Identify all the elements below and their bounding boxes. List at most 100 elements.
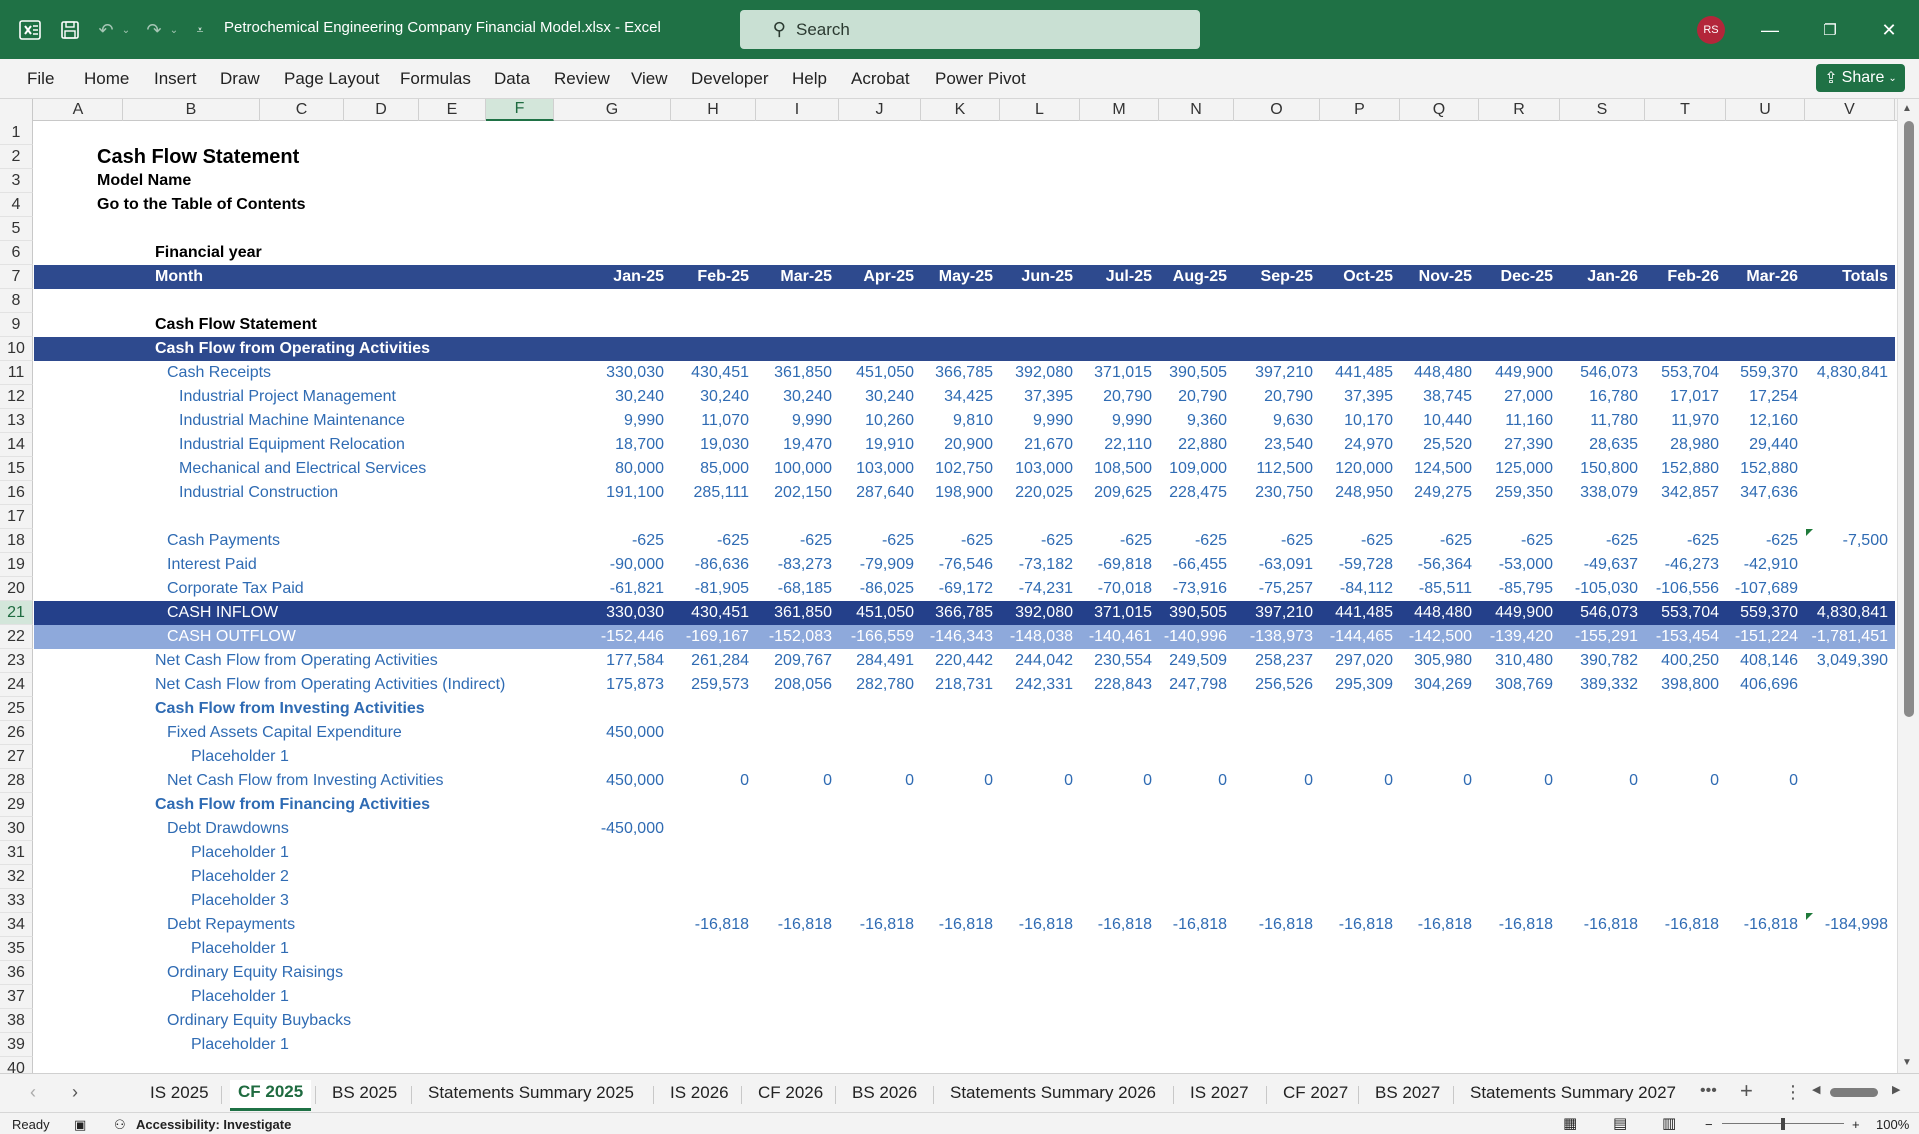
cell-value[interactable]: 20,790 [1264,388,1313,405]
cell-value[interactable]: 400,250 [1661,652,1719,669]
cell-value[interactable]: -16,818 [1417,916,1472,933]
cell-value[interactable]: 451,050 [856,604,914,621]
cell-value[interactable]: 330,030 [606,364,664,381]
cell-value[interactable]: -16,818 [777,916,832,933]
cell-value[interactable]: 198,900 [935,484,993,501]
row-header[interactable]: 20 [0,577,33,601]
cell-value[interactable]: -625 [1194,532,1227,549]
cell-value[interactable]: 20,790 [1103,388,1152,405]
error-indicator-icon[interactable] [1806,529,1813,536]
cell-value[interactable]: -107,689 [1734,580,1798,597]
row-header[interactable]: 13 [0,409,33,433]
cell-value[interactable]: -625 [1686,532,1719,549]
cell-value[interactable]: 10,260 [865,412,914,429]
sheet-tab[interactable]: Statements Summary 2026 [950,1083,1156,1102]
column-header-u[interactable]: U [1726,99,1805,121]
zoom-out-icon[interactable]: − [1705,1117,1713,1132]
cell-value[interactable]: Jul-25 [1105,268,1152,285]
row-label[interactable]: Debt Repayments [167,916,296,933]
row-header[interactable]: 36 [0,961,33,985]
cell-value[interactable]: 366,785 [935,604,993,621]
cell-value[interactable]: 16,780 [1589,388,1638,405]
row-label[interactable]: Corporate Tax Paid [167,580,304,597]
cell-value[interactable]: -16,818 [694,916,749,933]
cell-value[interactable]: 282,780 [856,676,914,693]
cell-value[interactable]: Feb-26 [1667,268,1719,285]
cell-value[interactable]: 22,110 [1104,436,1152,453]
cell-value[interactable]: Jan-25 [613,268,664,285]
cell-value[interactable]: -16,818 [1018,916,1073,933]
cell-value[interactable]: 284,491 [856,652,914,669]
cell-value[interactable]: 102,750 [935,460,993,477]
cell-value[interactable]: 20,900 [944,436,993,453]
cell-value[interactable]: -625 [1280,532,1313,549]
cell-value[interactable]: 559,370 [1740,364,1798,381]
cell-value[interactable]: 297,020 [1335,652,1393,669]
cell-value[interactable]: -66,455 [1172,556,1227,573]
cell-value[interactable]: 9,810 [952,412,993,429]
cell-value[interactable]: Feb-25 [697,268,749,285]
cell-value[interactable]: 208,056 [774,676,832,693]
zoom-in-icon[interactable]: + [1852,1117,1860,1132]
cell-value[interactable]: 0 [1143,772,1152,789]
cell-value[interactable]: -16,818 [1664,916,1719,933]
cell-value[interactable]: 80,000 [615,460,664,477]
cell-value[interactable]: 0 [1384,772,1393,789]
row-label[interactable]: Placeholder 1 [191,844,289,861]
row-header[interactable]: 25 [0,697,33,721]
cell-value[interactable]: 397,210 [1255,604,1313,621]
row-header[interactable]: 33 [0,889,33,913]
cell-value[interactable]: 175,873 [606,676,664,693]
row-header[interactable]: 24 [0,673,33,697]
cell-value[interactable]: 546,073 [1580,364,1638,381]
cell-value[interactable]: -46,273 [1664,556,1719,573]
cell-value[interactable]: 553,704 [1661,364,1719,381]
save-icon[interactable] [58,18,82,42]
sheet-tab[interactable]: Statements Summary 2025 [428,1083,634,1102]
cell-value[interactable]: 30,240 [615,388,664,405]
row-label[interactable]: Placeholder 3 [191,892,289,909]
cell-value[interactable]: -625 [1040,532,1073,549]
cell-value[interactable]: 430,451 [691,604,749,621]
cell-value[interactable]: 259,350 [1495,484,1553,501]
row-header[interactable]: 30 [0,817,33,841]
row-header[interactable]: 23 [0,649,33,673]
row-header[interactable]: 39 [0,1033,33,1057]
cell-value[interactable]: -153,454 [1655,628,1719,645]
scroll-down-icon[interactable]: ▼ [1902,1057,1912,1068]
error-indicator-icon[interactable] [1806,913,1813,920]
cell-value[interactable]: 230,750 [1255,484,1313,501]
cell-value[interactable]: 449,900 [1495,604,1553,621]
cell-value[interactable]: 559,370 [1740,604,1798,621]
row-header[interactable]: 5 [0,217,33,241]
cell-value[interactable]: -142,500 [1408,628,1472,645]
cell-value[interactable]: -151,224 [1734,628,1798,645]
column-header-g[interactable]: G [554,99,671,121]
cell-value[interactable]: -63,091 [1258,556,1313,573]
scroll-right-icon[interactable]: ▶ [1892,1084,1901,1096]
cell-value[interactable]: 152,880 [1740,460,1798,477]
cell-value[interactable]: -625 [1765,532,1798,549]
cell-value[interactable]: 85,000 [700,460,749,477]
cell-value[interactable]: -625 [1439,532,1472,549]
cell-value[interactable]: 371,015 [1094,364,1152,381]
row-label[interactable]: Placeholder 1 [191,1036,289,1053]
cell-value[interactable]: 103,000 [1015,460,1073,477]
cell-value[interactable]: -139,420 [1489,628,1553,645]
row-header[interactable]: 27 [0,745,33,769]
cell-value[interactable]: 9,630 [1272,412,1313,429]
scroll-up-icon[interactable]: ▲ [1902,103,1912,114]
cell-value[interactable]: 109,000 [1169,460,1227,477]
cell-value[interactable]: -56,364 [1417,556,1472,573]
row-header[interactable]: 7 [0,265,33,289]
cell-value[interactable]: 450,000 [606,772,664,789]
cell-value[interactable]: 0 [740,772,749,789]
cell-value[interactable]: -81,905 [694,580,749,597]
cell-value[interactable]: -16,818 [1743,916,1798,933]
cell-value[interactable]: 218,731 [935,676,993,693]
toc-link[interactable]: Go to the Table of Contents [97,196,306,213]
cell-value[interactable]: 38,745 [1423,388,1472,405]
row-header[interactable]: 37 [0,985,33,1009]
cell-value[interactable]: Totals [1842,268,1888,285]
